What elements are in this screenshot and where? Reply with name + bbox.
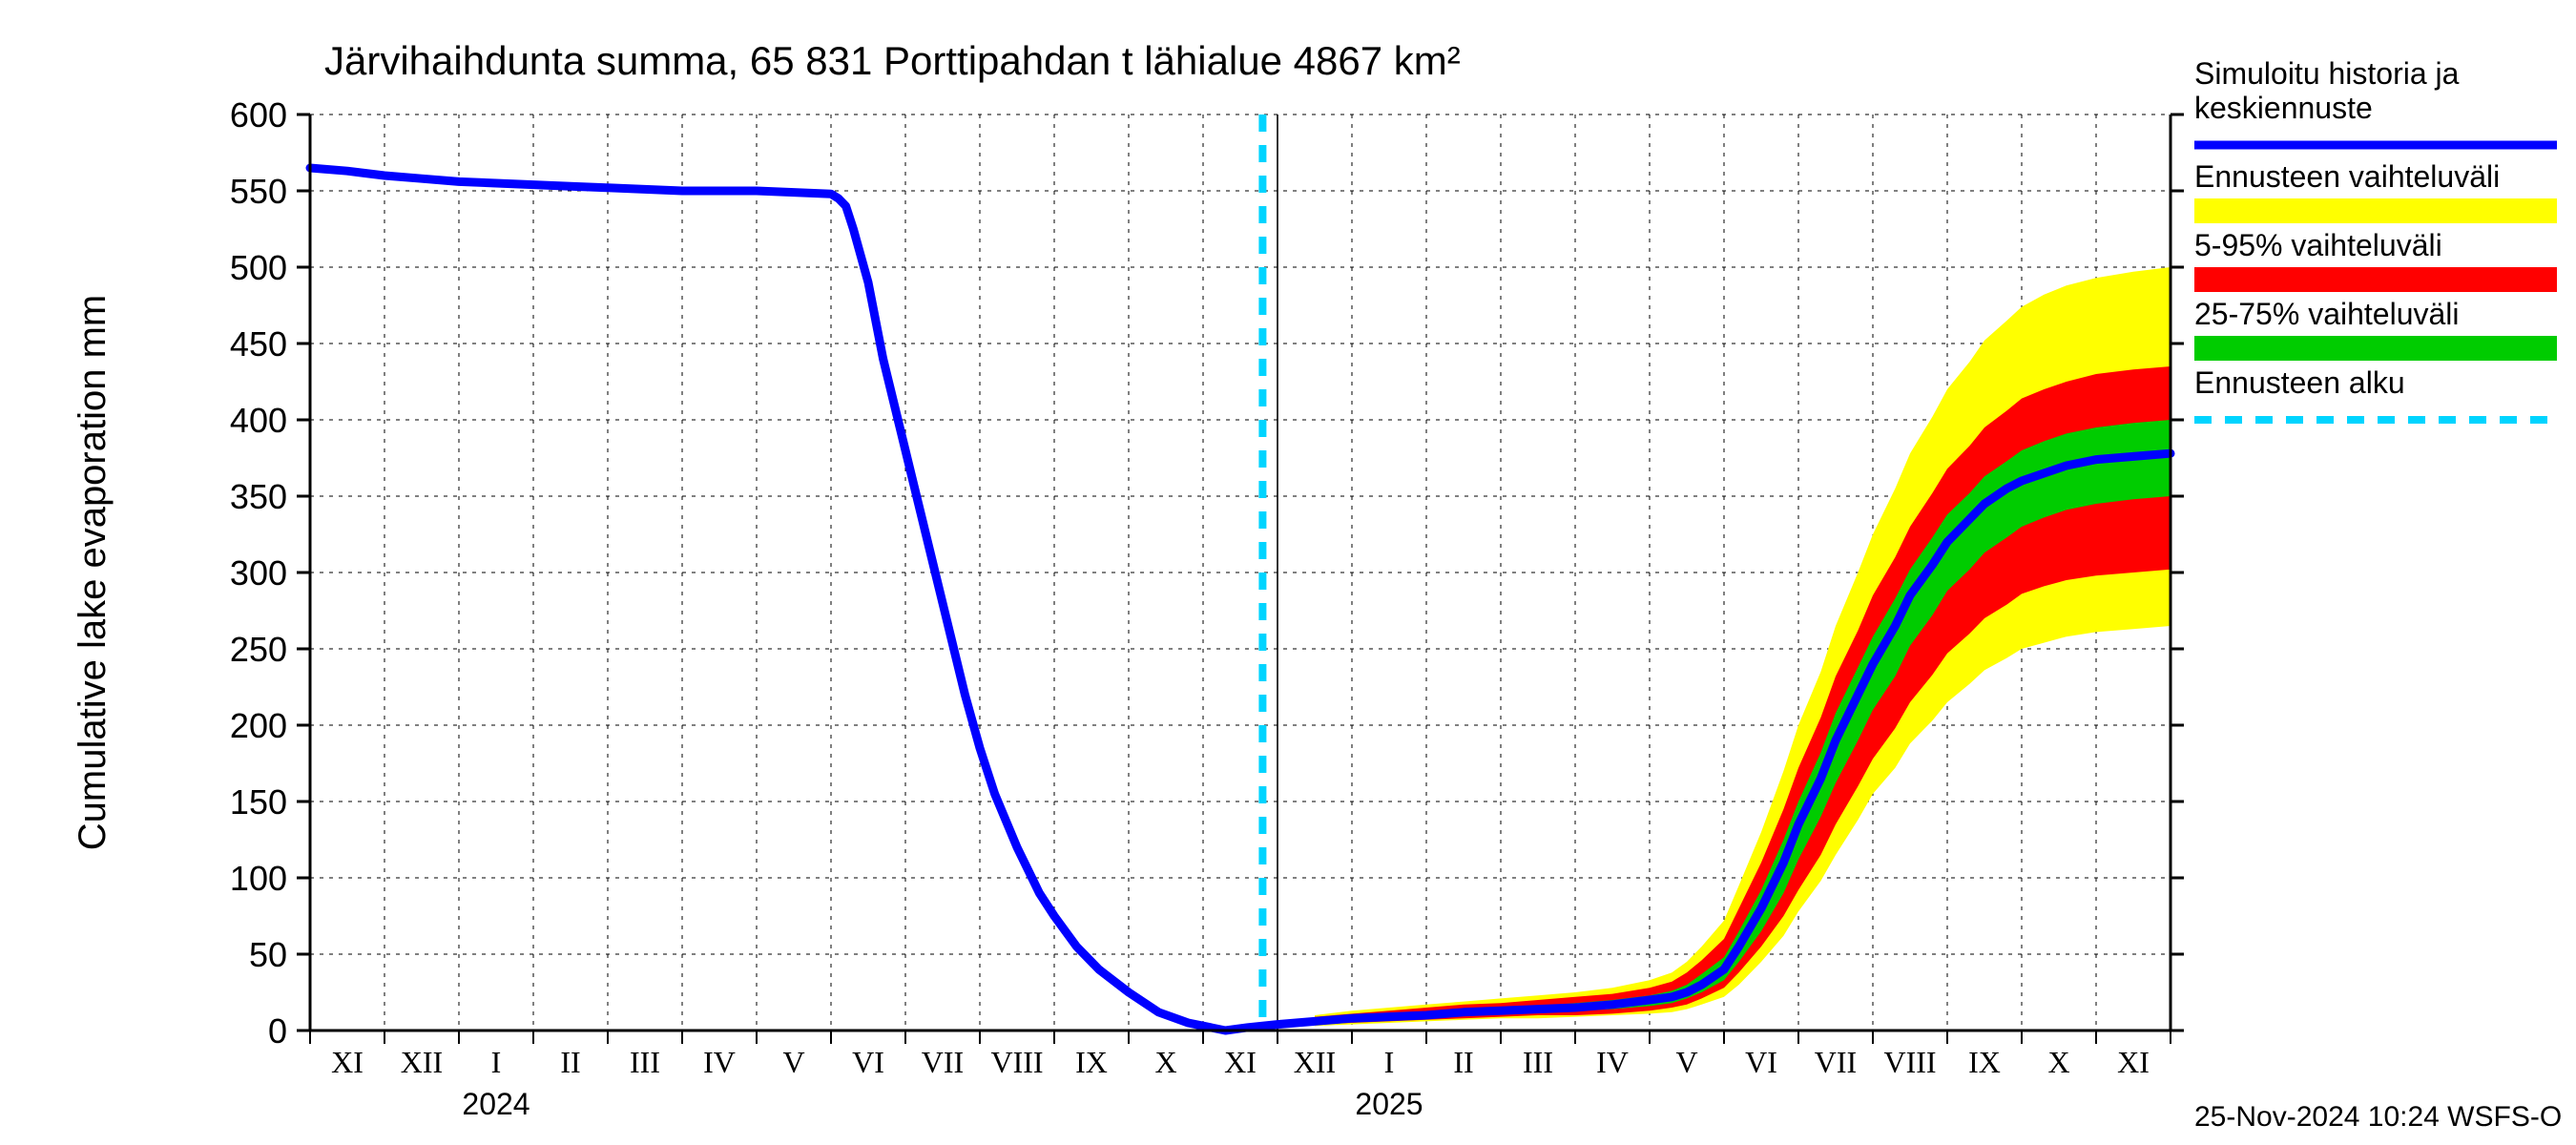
y-tick-label: 400 [230,401,287,440]
y-axis-label: Cumulative lake evaporation mm [72,295,114,850]
month-label: XII [1294,1045,1336,1079]
month-label: X [1154,1045,1176,1079]
month-label: XII [401,1045,443,1079]
year-label: 2024 [462,1087,530,1121]
month-label: XI [331,1045,364,1079]
month-label: VI [852,1045,884,1079]
y-tick-label: 450 [230,324,287,364]
month-label: XI [2117,1045,2150,1079]
month-label: IV [703,1045,736,1079]
month-label: I [491,1045,502,1079]
month-label: V [1675,1045,1697,1079]
legend-swatch-icon [2194,198,2557,223]
month-label: I [1384,1045,1395,1079]
month-label: VII [1815,1045,1857,1079]
legend-label: 5-95% vaihteluväli [2194,228,2442,262]
month-label: VIII [1883,1045,1936,1079]
y-tick-label: 350 [230,477,287,516]
y-tick-label: 250 [230,630,287,669]
legend-swatch-icon [2194,336,2557,361]
month-label: II [560,1045,580,1079]
y-tick-label: 500 [230,248,287,287]
lake-evaporation-chart: 050100150200250300350400450500550600XIXI… [0,0,2576,1145]
y-tick-label: 150 [230,782,287,822]
month-label: XI [1224,1045,1257,1079]
month-label: III [630,1045,660,1079]
month-label: VI [1745,1045,1777,1079]
legend-label: 25-75% vaihteluväli [2194,297,2460,331]
legend-label: Simuloitu historia ja [2194,56,2460,91]
legend-label: Ennusteen alku [2194,365,2405,400]
y-tick-label: 50 [249,935,287,974]
y-tick-label: 100 [230,859,287,898]
chart-title: Järvihaihdunta summa, 65 831 Porttipahda… [324,38,1461,83]
month-label: IX [1968,1045,2001,1079]
month-label: V [782,1045,804,1079]
y-tick-label: 600 [230,95,287,135]
y-tick-label: 200 [230,706,287,745]
chart-footer-timestamp: 25-Nov-2024 10:24 WSFS-O [2194,1101,2562,1133]
month-label: VII [922,1045,964,1079]
month-label: VIII [990,1045,1043,1079]
legend-label: Ennusteen vaihteluväli [2194,159,2500,194]
legend-swatch-icon [2194,267,2557,292]
y-tick-label: 550 [230,172,287,211]
y-tick-label: 300 [230,553,287,593]
year-label: 2025 [1355,1087,1423,1121]
y-tick-label: 0 [268,1011,287,1051]
month-label: III [1523,1045,1553,1079]
month-label: X [2047,1045,2069,1079]
legend-label: keskiennuste [2194,91,2373,125]
month-label: IX [1075,1045,1108,1079]
month-label: II [1453,1045,1473,1079]
month-label: IV [1596,1045,1629,1079]
